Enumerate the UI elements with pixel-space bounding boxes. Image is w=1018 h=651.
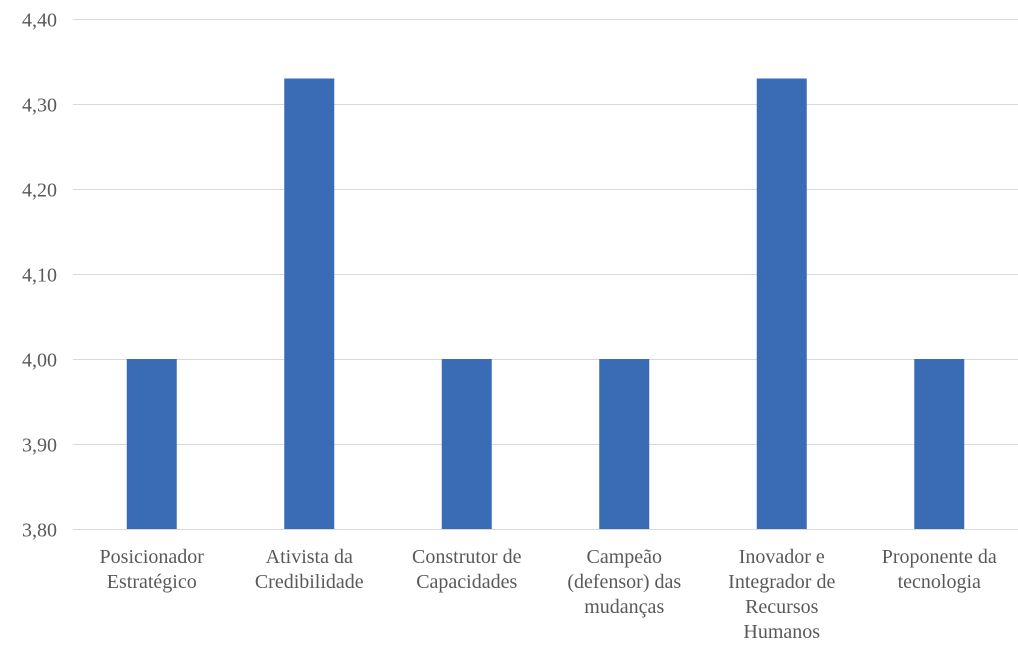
x-tick-label: Campeão (defensor) das mudanças — [567, 546, 681, 618]
x-tick-label: Construtor de Capacidades — [412, 546, 522, 593]
y-tick-label: 3,90 — [22, 435, 57, 457]
y-axis-ticks: 3,80 3,90 4,00 4,10 4,20 4,30 4,40 — [22, 10, 57, 542]
x-axis-labels: Posicionador Estratégico Ativista da Credib… — [100, 546, 997, 643]
gridlines — [73, 19, 1018, 530]
bar — [126, 359, 177, 529]
y-tick-label: 3,80 — [22, 520, 57, 542]
bar — [756, 78, 807, 529]
y-tick-label: 4,10 — [22, 265, 57, 287]
x-tick-label: Proponente da tecnologia — [882, 546, 997, 593]
y-tick-label: 4,00 — [22, 350, 57, 372]
bar — [441, 359, 492, 529]
y-tick-label: 4,40 — [22, 10, 57, 32]
bar — [914, 359, 965, 529]
y-tick-label: 4,20 — [22, 180, 57, 202]
bars — [126, 78, 965, 529]
x-tick-label: Inovador e Integrador de Recursos Humanos — [728, 546, 835, 643]
bar — [599, 359, 650, 529]
bar — [284, 78, 335, 529]
x-tick-label: Posicionador Estratégico — [100, 546, 205, 593]
x-tick-label: Ativista da Credibilidade — [255, 546, 364, 593]
y-tick-label: 4,30 — [22, 95, 57, 117]
